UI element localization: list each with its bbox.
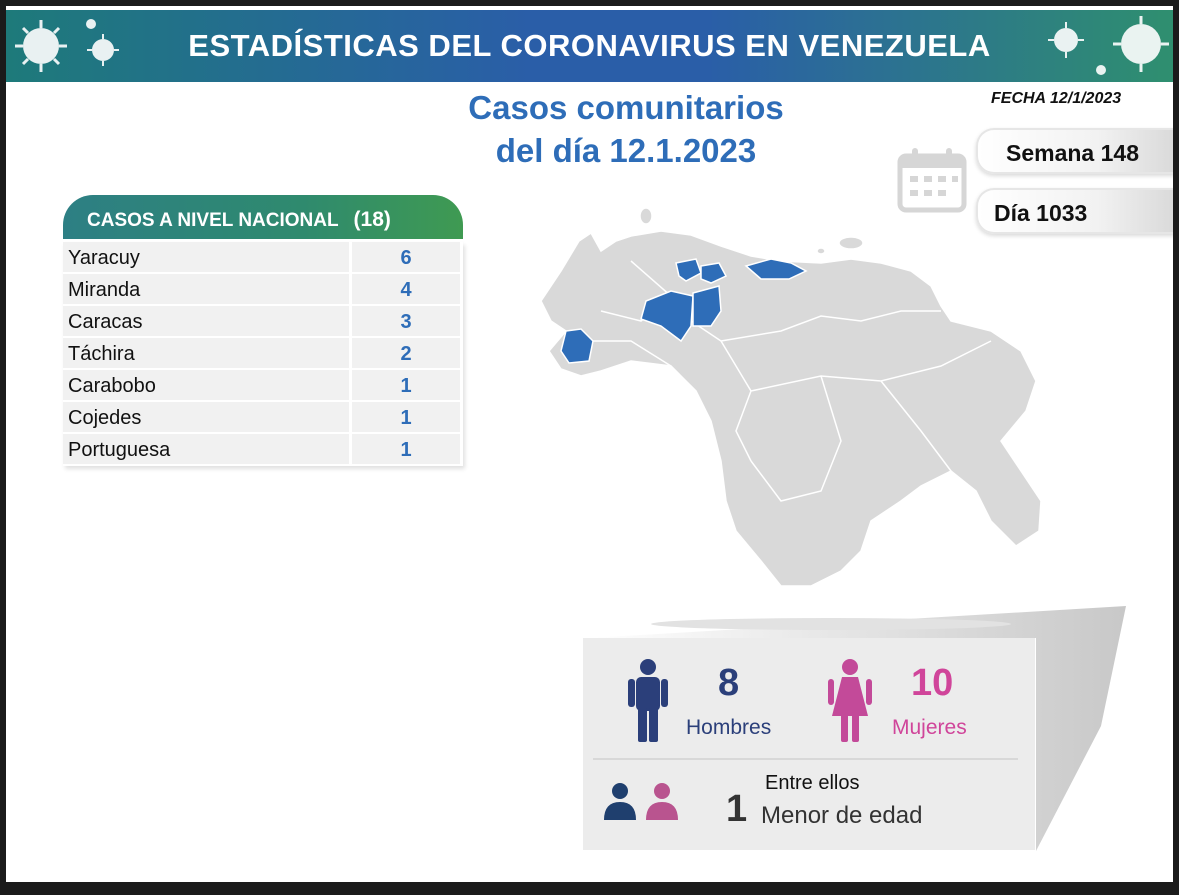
table-total: (18) — [353, 208, 391, 231]
table-header: CASOS A NIVEL NACIONAL (18) — [63, 195, 463, 239]
date-label: FECHA 12/1/2023 — [991, 90, 1122, 107]
state-count: 6 — [352, 242, 460, 274]
person-icon — [646, 783, 678, 820]
state-name: Cojedes — [63, 402, 352, 434]
infographic: ESTADÍSTICAS DEL CORONAVIRUS EN VENEZUEL… — [6, 6, 1173, 882]
table-row: Yaracuy 6 — [63, 242, 463, 274]
day-badge: Día 1033 — [976, 188, 1173, 234]
table-row: Miranda 4 — [63, 274, 463, 306]
state-count: 1 — [352, 434, 460, 466]
main-title-line2: del día 12.1.2023 — [495, 132, 757, 169]
table-row: Portuguesa 1 — [63, 434, 463, 466]
state-count: 3 — [352, 306, 460, 338]
virus-icon — [1048, 16, 1169, 75]
state-yaracuy — [675, 258, 702, 282]
venezuela-map — [540, 207, 1042, 587]
state-count: 4 — [352, 274, 460, 306]
cases-table: Yaracuy 6 Miranda 4 Caracas 3 Táchira 2 … — [63, 242, 463, 466]
women-label: Mujeres — [892, 716, 967, 739]
woman-icon — [828, 659, 872, 742]
man-icon — [628, 659, 668, 742]
table-row: Cojedes 1 — [63, 402, 463, 434]
table-title: CASOS A NIVEL NACIONAL — [87, 210, 339, 231]
state-name: Táchira — [63, 338, 352, 370]
men-label: Hombres — [686, 716, 772, 739]
state-count: 1 — [352, 370, 460, 402]
state-count: 2 — [352, 338, 460, 370]
minors-count: 1 — [726, 788, 748, 830]
virus-icon — [15, 19, 119, 72]
women-count: 10 — [911, 662, 954, 704]
person-icon — [604, 783, 636, 820]
state-carabobo — [700, 262, 728, 284]
map-landmass — [540, 230, 1042, 587]
state-count: 1 — [352, 402, 460, 434]
minors-label: Menor de edad — [761, 802, 923, 829]
header-banner: ESTADÍSTICAS DEL CORONAVIRUS EN VENEZUEL… — [6, 10, 1173, 82]
week-badge: Semana 148 — [976, 128, 1173, 174]
minors-intro: Entre ellos — [765, 772, 860, 794]
state-name: Miranda — [63, 274, 352, 306]
state-name: Carabobo — [63, 370, 352, 402]
table-row: Caracas 3 — [63, 306, 463, 338]
state-portuguesa — [640, 290, 694, 343]
main-title-line1: Casos comunitarios — [468, 89, 784, 126]
calendar-icon — [897, 148, 967, 213]
state-name: Caracas — [63, 306, 352, 338]
table-row: Táchira 2 — [63, 338, 463, 370]
state-name: Portuguesa — [63, 434, 352, 466]
state-miranda — [744, 258, 808, 280]
state-tachira — [560, 328, 594, 364]
stats-backdrop — [591, 606, 1126, 851]
main-title: Casos comunitarios del día 12.1.2023 — [426, 86, 826, 172]
men-count: 8 — [718, 662, 740, 704]
table-row: Carabobo 1 — [63, 370, 463, 402]
state-cojedes — [692, 285, 722, 327]
header-title: ESTADÍSTICAS DEL CORONAVIRUS EN VENEZUEL… — [188, 28, 991, 63]
state-name: Yaracuy — [63, 242, 352, 274]
stats-divider — [593, 758, 1018, 760]
